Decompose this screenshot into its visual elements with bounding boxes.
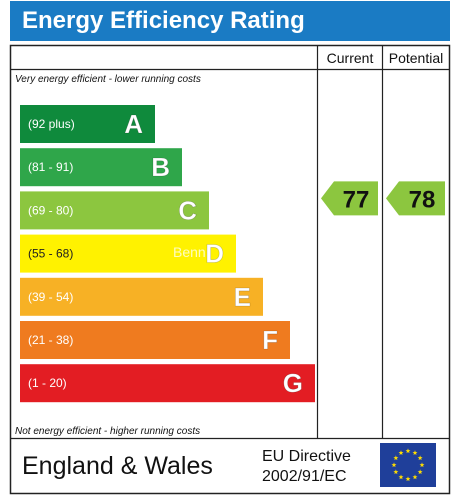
eu-star-icon [405,448,411,454]
top-note: Very energy efficient - lower running co… [15,74,201,85]
band-bar-f [20,321,290,359]
eu-star-icon [391,462,397,468]
potential-rating-arrow-value: 78 [409,186,436,213]
band-letter-b: B [151,152,170,182]
eu-star-icon [398,450,404,455]
eu-star-icon [412,450,418,455]
eu-star-icon [393,455,399,461]
band-bar-g [20,364,315,403]
current-rating-arrow-shape [321,181,378,216]
band-a: (92 plus) A [20,105,155,143]
eu-star-icon [417,469,423,475]
band-d: (55 - 68) D [20,234,236,273]
band-bar-a [20,105,155,143]
current-rating-arrow: 77 [321,181,378,216]
eu-star-icon [393,469,399,475]
band-c: (69 - 80) C [20,191,209,230]
title-bar: Energy Efficiency Rating [10,1,450,41]
band-range-a: (92 plus) [28,117,75,131]
band-letter-d: D [205,239,224,269]
band-bar-c [20,191,209,230]
band-bar-d [20,234,236,273]
band-letter-a: A [124,109,143,139]
column-header-potential: Potential [389,50,443,66]
eu-flag-icon [380,443,436,487]
band-b: (81 - 91) B [20,148,182,187]
eu-star-icon [419,462,425,468]
rating-bands: (92 plus) A (81 - 91) B (69 - 80) C (55 - 68) D… [20,105,315,403]
band-f: (21 - 38) F [20,321,290,359]
band-g: (1 - 20) G [20,364,315,403]
band-letter-e: E [234,282,251,312]
footer-region: England & Wales [22,452,213,480]
current-rating-arrow-value: 77 [343,186,370,213]
band-range-b: (81 - 91) [28,160,73,174]
band-letter-c: C [178,195,197,225]
footer-directive-line2: 2002/91/EC [262,468,347,485]
band-letter-g: G [283,368,303,398]
band-e: (39 - 54) E [20,277,263,316]
eu-star-icon [398,474,404,480]
band-letter-f: F [262,325,278,355]
potential-rating-arrow-shape [386,181,445,216]
band-range-d: (55 - 68) [28,247,73,261]
bottom-note: Not energy efficient - higher running co… [15,426,200,437]
chart-frame [9,44,451,495]
band-range-f: (21 - 38) [28,333,73,347]
potential-rating-arrow: 78 [386,181,445,216]
column-header-current: Current [327,50,374,66]
band-bar-b [20,148,182,187]
band-range-c: (69 - 80) [28,203,73,217]
band-range-e: (39 - 54) [28,290,73,304]
band-range-g: (1 - 20) [28,376,67,390]
band-bar-e [20,277,263,316]
rating-arrows: 77 78 [321,181,445,216]
watermark: Benn [173,244,206,260]
page-title: Energy Efficiency Rating [22,7,305,34]
eu-star-icon [412,474,418,480]
eu-star-icon [417,455,423,461]
eu-star-icon [405,476,411,482]
footer-directive-line1: EU Directive [262,448,351,465]
